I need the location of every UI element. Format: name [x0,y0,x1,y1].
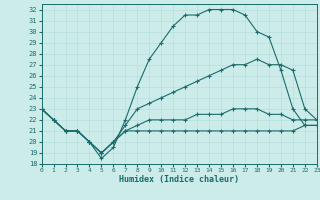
X-axis label: Humidex (Indice chaleur): Humidex (Indice chaleur) [119,175,239,184]
